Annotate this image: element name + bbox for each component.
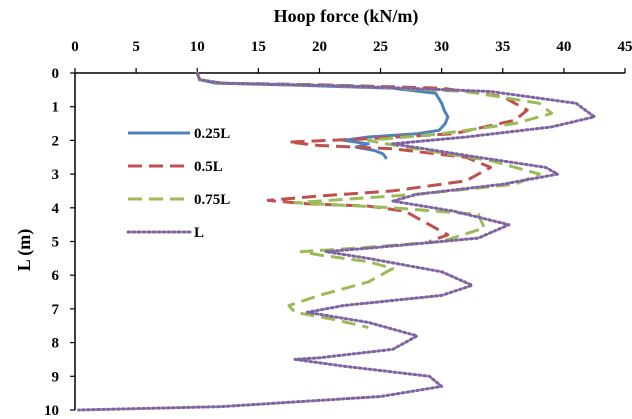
y-tick-label: 6 <box>52 268 60 284</box>
y-tick-label: 1 <box>52 100 60 116</box>
legend-label-1: 0.25L <box>194 126 230 142</box>
y-axis-ticks: 0 1 2 3 4 5 6 7 8 9 10 <box>44 66 75 419</box>
y-tick-label: 3 <box>52 167 60 183</box>
series-line-2 <box>195 72 529 243</box>
legend-label-3: 0.75L <box>194 192 230 208</box>
x-tick-label: 15 <box>251 39 266 55</box>
axes <box>74 72 625 410</box>
legend: 0.25L 0.5L 0.75L L <box>126 126 230 241</box>
x-tick-label: 45 <box>618 39 632 55</box>
x-tick-label: 0 <box>71 39 79 55</box>
y-tick-label: 5 <box>52 235 60 251</box>
x-tick-label: 25 <box>373 39 388 55</box>
legend-label-4: L <box>194 225 204 241</box>
series-lines <box>77 71 596 412</box>
x-axis-ticks: 0 5 10 15 20 25 30 35 40 45 <box>71 39 632 73</box>
x-axis-title: Hoop force (kN/m) <box>274 6 419 27</box>
series-line-4 <box>77 71 596 412</box>
y-tick-label: 10 <box>44 403 59 419</box>
y-tick-label: 2 <box>52 133 60 149</box>
x-tick-label: 40 <box>556 39 571 55</box>
x-tick-label: 5 <box>132 39 140 55</box>
x-tick-label: 20 <box>312 39 327 55</box>
y-tick-label: 7 <box>52 302 60 318</box>
x-tick-label: 35 <box>495 39 510 55</box>
series-line-3 <box>195 72 554 329</box>
y-tick-label: 8 <box>52 336 60 352</box>
y-axis-title: L (m) <box>14 229 35 272</box>
y-tick-label: 0 <box>52 66 60 82</box>
x-tick-label: 10 <box>190 39 205 55</box>
x-tick-label: 30 <box>434 39 449 55</box>
y-tick-label: 4 <box>52 201 60 217</box>
legend-label-2: 0.5L <box>194 159 223 175</box>
y-tick-label: 9 <box>52 369 60 385</box>
